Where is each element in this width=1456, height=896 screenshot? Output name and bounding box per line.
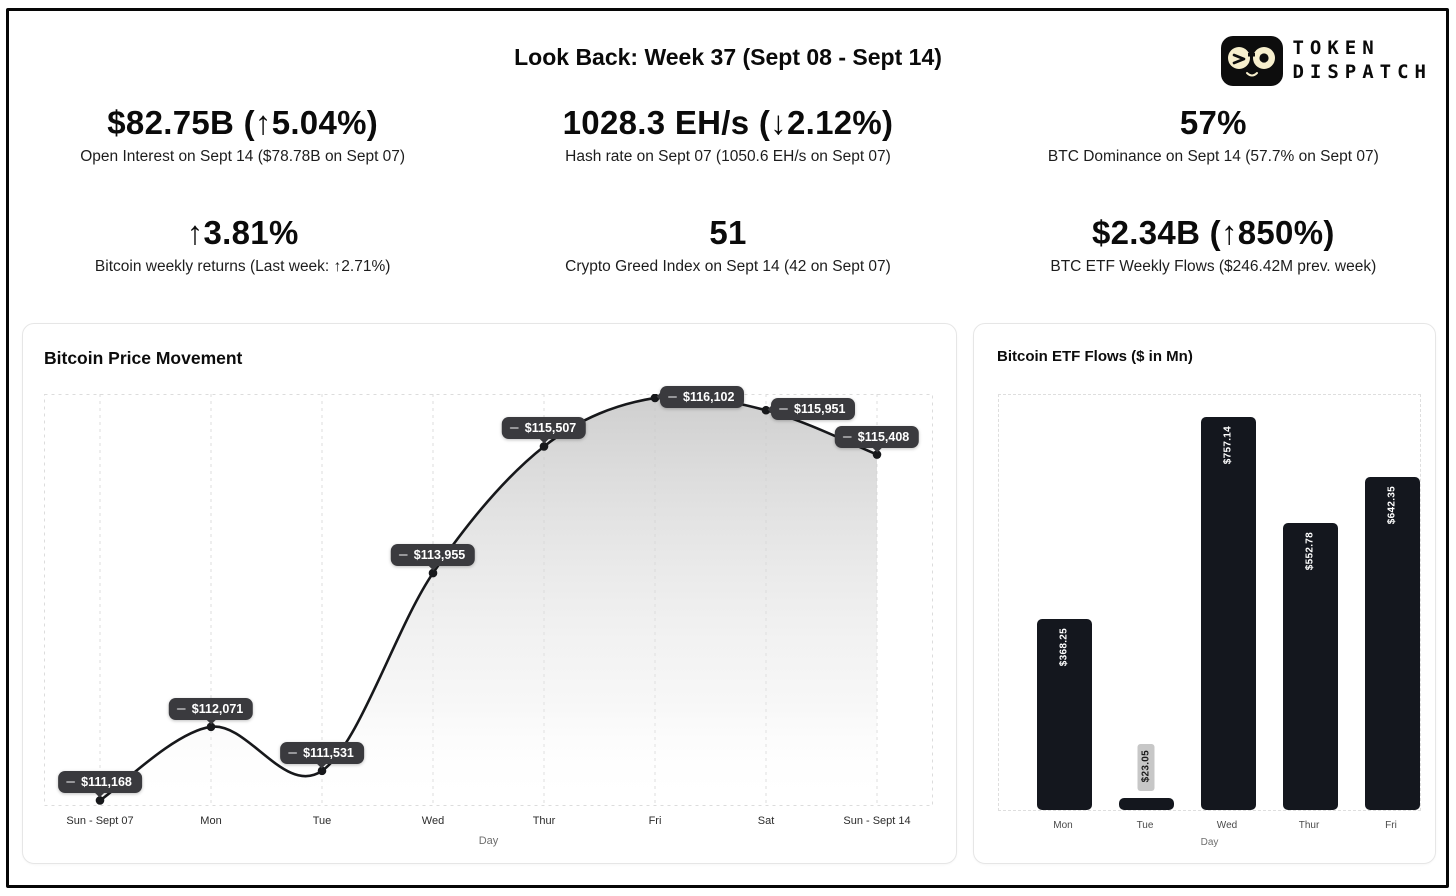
badge-dash-icon — [288, 751, 298, 754]
bar-value-text: $552.78 — [1304, 532, 1316, 571]
token-dispatch-logo: TOKEN DISPATCH — [1221, 36, 1432, 86]
stat-label: Crypto Greed Index on Sept 14 (42 on Sep… — [565, 257, 891, 275]
x-tick-label: Mon — [1053, 820, 1073, 831]
bar-value-label: $757.14 — [1223, 426, 1234, 467]
bitcoin-etf-flows-card: Bitcoin ETF Flows ($ in Mn) $368.25 $23.0… — [973, 323, 1436, 864]
x-tick-label: Sun - Sept 07 — [66, 815, 134, 827]
price-point-label: $111,168 — [58, 771, 142, 794]
logo-line-2: DISPATCH — [1292, 61, 1432, 83]
x-tick-label: Tue — [312, 815, 332, 827]
logo-line-1: TOKEN — [1292, 37, 1380, 60]
stat-weekly-returns: ↑3.81% Bitcoin weekly returns (Last week… — [0, 212, 485, 276]
stat-value: $82.75B (↑5.04%) — [107, 104, 379, 141]
price-point-label: $115,951 — [771, 398, 856, 421]
stat-label: BTC ETF Weekly Flows ($246.42M prev. wee… — [1050, 257, 1377, 275]
x-tick-label: Sun - Sept 14 — [843, 815, 911, 827]
token-dispatch-logo-icon — [1221, 36, 1284, 86]
x-tick-label: Wed — [1216, 820, 1238, 831]
stat-open-interest: $82.75B (↑5.04%) Open Interest on Sept 1… — [0, 102, 485, 166]
etf-flow-bar — [1118, 798, 1174, 810]
line-chart-title: Bitcoin Price Movement — [44, 348, 243, 368]
bar-value-text: $757.14 — [1222, 426, 1234, 465]
stat-value: $2.34B (↑850%) — [1091, 213, 1335, 251]
x-tick-label: Fri — [648, 815, 662, 827]
bar-value-label: $552.78 — [1305, 532, 1316, 573]
line-chart-svg — [44, 393, 933, 806]
bar-value-label: $368.25 — [1059, 628, 1070, 669]
bar-value-text: $23.05 — [1140, 749, 1152, 782]
line-data-point — [428, 568, 438, 578]
price-point-label: $111,531 — [280, 741, 364, 764]
line-data-point — [317, 766, 327, 776]
etf-flow-bar — [1364, 477, 1420, 810]
bar-value-label: $642.35 — [1387, 486, 1398, 527]
etf-flow-bar — [1036, 619, 1092, 810]
stat-value: 51 — [709, 213, 747, 251]
price-point-label: $115,408 — [834, 425, 920, 448]
line-data-point — [539, 442, 549, 451]
x-tick-label: Sat — [757, 815, 775, 827]
stat-label: Open Interest on Sept 14 ($78.78B on Sep… — [80, 147, 406, 165]
price-point-label: $112,071 — [168, 697, 254, 720]
badge-dash-icon — [668, 395, 677, 398]
line-data-point — [206, 722, 216, 732]
page-title: Look Back: Week 37 (Sept 08 - Sept 14) — [514, 44, 942, 70]
stat-hash-rate: 1028.3 EH/s (↓2.12%) Hash rate on Sept 0… — [485, 102, 970, 166]
stat-label: Hash rate on Sept 07 (1050.6 EH/s on Sep… — [565, 147, 891, 165]
x-axis-label: Day — [478, 835, 499, 847]
badge-dash-icon — [509, 427, 519, 430]
line-chart-plot-area — [44, 393, 933, 806]
etf-flow-bar — [1282, 523, 1338, 810]
price-point-label: $116,102 — [660, 385, 745, 408]
logo-wordmark: TOKEN DISPATCH — [1292, 37, 1432, 85]
badge-dash-icon — [842, 435, 852, 438]
bitcoin-price-movement-card: Bitcoin Price Movement $111,168 Sun - Sep… — [22, 323, 957, 864]
price-point-label: $113,955 — [390, 544, 476, 567]
x-tick-label: Thur — [1298, 820, 1320, 831]
line-data-point — [95, 796, 105, 805]
badge-dash-icon — [176, 707, 186, 710]
stats-grid: $82.75B (↑5.04%) Open Interest on Sept 1… — [0, 102, 1456, 276]
stat-btc-dominance: 57% BTC Dominance on Sept 14 (57.7% on S… — [971, 102, 1456, 166]
x-axis-label: Day — [1200, 837, 1219, 848]
bar-value-badge: $23.05 — [1137, 743, 1155, 791]
stat-label: BTC Dominance on Sept 14 (57.7% on Sept … — [1047, 147, 1379, 165]
stat-value: 57% — [1179, 104, 1247, 141]
bar-value-text: $368.25 — [1058, 628, 1070, 667]
badge-dash-icon — [779, 408, 788, 411]
stat-label: Bitcoin weekly returns (Last week: ↑2.71… — [94, 257, 391, 275]
bar-value-text: $642.35 — [1386, 486, 1398, 525]
x-tick-label: Fri — [1385, 820, 1397, 831]
x-tick-label: Mon — [200, 815, 222, 827]
bar-chart-plot-area: $368.25 $23.05 $757.14 $552.78 $642.35 — [998, 394, 1421, 811]
line-data-point — [872, 450, 882, 459]
badge-dash-icon — [398, 554, 408, 557]
x-tick-label: Thur — [532, 815, 556, 827]
x-tick-label: Wed — [421, 815, 445, 827]
stat-greed-index: 51 Crypto Greed Index on Sept 14 (42 on … — [485, 212, 970, 276]
badge-dash-icon — [66, 781, 76, 784]
price-point-label: $115,507 — [501, 417, 587, 440]
stat-etf-flows: $2.34B (↑850%) BTC ETF Weekly Flows ($24… — [971, 212, 1456, 276]
etf-flow-bar — [1200, 417, 1256, 810]
stat-value: 1028.3 EH/s (↓2.12%) — [562, 104, 894, 141]
line-area-fill — [100, 395, 877, 806]
x-tick-label: Tue — [1136, 820, 1154, 831]
stat-value: ↑3.81% — [186, 213, 299, 251]
bar-chart-title: Bitcoin ETF Flows ($ in Mn) — [997, 348, 1193, 365]
